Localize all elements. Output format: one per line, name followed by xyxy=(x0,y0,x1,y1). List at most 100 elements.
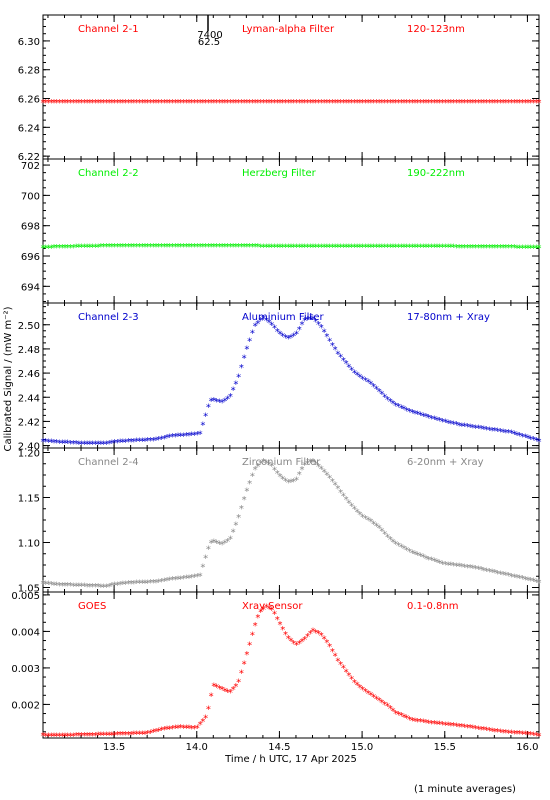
data-point: * xyxy=(269,320,274,331)
data-point: * xyxy=(134,730,139,741)
data-point: * xyxy=(176,242,181,253)
data-point: * xyxy=(231,685,236,696)
data-point: * xyxy=(322,327,327,338)
data-point: * xyxy=(46,731,51,742)
data-point: * xyxy=(415,717,420,728)
data-point: * xyxy=(220,242,225,253)
data-point: * xyxy=(46,580,51,591)
data-point: * xyxy=(498,243,503,254)
data-point: * xyxy=(448,721,453,732)
data-point: * xyxy=(211,98,216,109)
data-point: * xyxy=(360,242,365,253)
data-point: * xyxy=(228,392,233,403)
data-point: * xyxy=(170,575,175,586)
data-point: * xyxy=(302,316,307,327)
data-point: * xyxy=(98,731,103,742)
data-point: * xyxy=(151,98,156,109)
data-point: * xyxy=(269,98,274,109)
data-point: * xyxy=(338,660,343,671)
data-point: * xyxy=(209,539,214,550)
data-point: * xyxy=(388,535,393,546)
data-point: * xyxy=(531,98,536,109)
data-point: * xyxy=(104,98,109,109)
data-point: * xyxy=(357,242,362,253)
data-point: * xyxy=(327,98,332,109)
y-tick-label: 6.24 xyxy=(18,123,40,134)
data-point: * xyxy=(355,371,360,382)
data-point: * xyxy=(142,242,147,253)
y-tick-label: 1.15 xyxy=(18,494,40,505)
data-point: * xyxy=(76,439,81,450)
data-point: * xyxy=(528,576,533,587)
data-point: * xyxy=(506,243,511,254)
data-point: * xyxy=(247,98,252,109)
data-point: * xyxy=(49,243,54,254)
data-point: * xyxy=(148,242,153,253)
data-point: * xyxy=(54,243,59,254)
data-point: * xyxy=(225,98,230,109)
data-point: * xyxy=(52,731,57,742)
data-point: * xyxy=(220,98,225,109)
data-point: * xyxy=(54,581,59,592)
data-point: * xyxy=(481,425,486,436)
data-point: * xyxy=(170,432,175,443)
data-point: * xyxy=(366,689,371,700)
data-point: * xyxy=(481,98,486,109)
data-point: * xyxy=(313,459,318,470)
data-point: * xyxy=(250,631,255,642)
data-point: * xyxy=(371,382,376,393)
data-point: * xyxy=(385,533,390,544)
data-point: * xyxy=(377,524,382,535)
data-point: * xyxy=(184,98,189,109)
data-point: * xyxy=(446,721,451,732)
data-point: * xyxy=(330,477,335,488)
data-point: * xyxy=(74,731,79,742)
data-point: * xyxy=(451,98,456,109)
data-point: * xyxy=(514,729,519,740)
data-point: * xyxy=(195,242,200,253)
y-tick-label: 1.20 xyxy=(18,449,40,460)
data-point: * xyxy=(253,322,258,333)
data-point: * xyxy=(129,730,134,741)
data-point: * xyxy=(357,683,362,694)
data-point: * xyxy=(253,98,258,109)
data-point: * xyxy=(129,242,134,253)
data-point: * xyxy=(421,411,426,422)
data-point: * xyxy=(209,692,214,703)
data-point: * xyxy=(393,540,398,551)
data-point: * xyxy=(363,98,368,109)
data-point: * xyxy=(93,582,98,593)
data-point: * xyxy=(388,243,393,254)
data-point: * xyxy=(399,403,404,414)
data-point: * xyxy=(109,438,114,449)
data-point: * xyxy=(357,510,362,521)
series-markers-1: ****************************************… xyxy=(41,98,542,109)
data-point: * xyxy=(225,687,230,698)
panels-group: 6.226.246.266.286.30********************… xyxy=(11,14,542,753)
data-point: * xyxy=(142,578,147,589)
data-point: * xyxy=(305,242,310,253)
data-point: * xyxy=(413,98,418,109)
data-point: * xyxy=(429,556,434,567)
data-point: * xyxy=(187,573,192,584)
data-point: * xyxy=(90,98,95,109)
data-point: * xyxy=(159,726,164,737)
data-point: * xyxy=(437,558,442,569)
data-point: * xyxy=(357,98,362,109)
y-tick-label: 0.003 xyxy=(11,664,40,675)
data-point: * xyxy=(184,431,189,442)
data-point: * xyxy=(43,98,48,109)
data-point: * xyxy=(173,432,178,443)
data-point: * xyxy=(43,243,48,254)
data-point: * xyxy=(382,700,387,711)
data-point: * xyxy=(104,582,109,593)
data-point: * xyxy=(443,560,448,571)
data-point: * xyxy=(98,98,103,109)
data-point: * xyxy=(330,341,335,352)
data-point: * xyxy=(487,425,492,436)
data-point: * xyxy=(435,243,440,254)
data-point: * xyxy=(495,427,500,438)
data-point: * xyxy=(151,728,156,739)
data-point: * xyxy=(134,437,139,448)
data-point: * xyxy=(479,565,484,576)
